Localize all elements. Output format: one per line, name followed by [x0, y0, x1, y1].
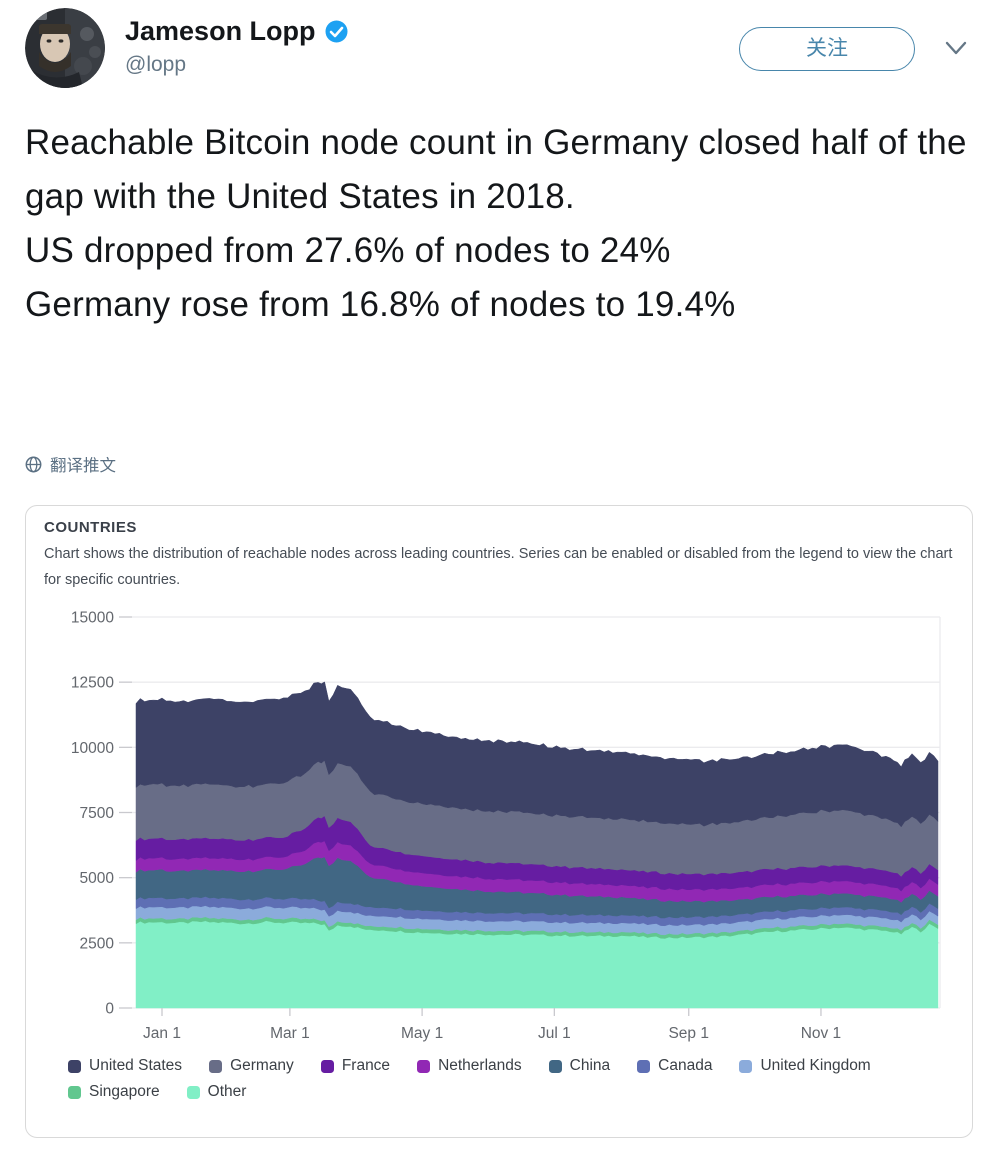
legend-swatch: [209, 1059, 223, 1073]
chevron-down-icon[interactable]: [945, 41, 967, 61]
stacked-area-chart: 0 2500 5000 7500 10000 12500 15000 Jan 1 Mar 1 Ma…: [71, 610, 941, 1042]
x-tick-label: Nov 1: [801, 1025, 842, 1042]
legend-item-singapore[interactable]: Singapore: [68, 1083, 160, 1101]
legend-swatch: [186, 1085, 200, 1099]
legend-swatch: [320, 1059, 334, 1073]
y-tick-label: 10000: [71, 740, 114, 757]
legend-item-france[interactable]: France: [320, 1057, 391, 1075]
legend-label: Canada: [658, 1057, 713, 1074]
y-tick-label: 2500: [80, 935, 115, 952]
legend-label: United States: [89, 1057, 183, 1074]
legend-item-united-kingdom[interactable]: United Kingdom: [739, 1057, 871, 1075]
handle[interactable]: @lopp: [125, 53, 187, 76]
name-block: Jameson Lopp @lopp: [125, 16, 349, 77]
translate-tweet-link[interactable]: 翻译推文: [25, 452, 116, 476]
x-tick-label: Jul 1: [538, 1025, 571, 1042]
legend-swatch: [739, 1059, 753, 1073]
y-tick-label: 5000: [80, 870, 115, 887]
chart-title: COUNTRIES: [44, 519, 137, 536]
y-tick-label: 15000: [71, 610, 114, 627]
avatar[interactable]: [25, 8, 105, 88]
legend-label: Singapore: [89, 1083, 160, 1100]
tweet-header: Jameson Lopp @lopp 关注: [25, 8, 975, 100]
legend-item-netherlands[interactable]: Netherlands: [417, 1057, 522, 1075]
chart-description: Chart shows the distribution of reachabl…: [44, 546, 953, 588]
legend-label: China: [569, 1057, 611, 1074]
legend-item-germany[interactable]: Germany: [209, 1057, 294, 1075]
legend-label: France: [341, 1057, 391, 1074]
tweet-text: Reachable Bitcoin node count in Germany …: [25, 123, 967, 324]
area-united-states: [135, 681, 939, 828]
legend-swatch: [417, 1059, 431, 1073]
legend-swatch: [68, 1059, 81, 1073]
legend-item-canada[interactable]: Canada: [637, 1057, 712, 1075]
legend-label: Netherlands: [438, 1057, 522, 1074]
y-tick-label: 0: [105, 1001, 114, 1018]
chart-card: COUNTRIES Chart shows the distribution o…: [25, 505, 973, 1138]
legend-item-united-states[interactable]: United States: [68, 1057, 182, 1075]
x-tick-label: Mar 1: [270, 1025, 310, 1042]
verified-icon: [325, 20, 348, 43]
legend-label: Germany: [230, 1057, 294, 1074]
legend-label: Other: [207, 1083, 247, 1100]
legend-item-other[interactable]: Other: [186, 1083, 247, 1101]
avatar-image: [25, 8, 105, 88]
y-tick-label: 12500: [71, 675, 114, 692]
x-tick-label: May 1: [401, 1025, 443, 1042]
legend-swatch: [548, 1059, 562, 1073]
follow-button[interactable]: 关注: [739, 27, 915, 71]
translate-label: 翻译推文: [50, 457, 116, 475]
legend-label: United Kingdom: [760, 1057, 871, 1074]
globe-icon: [25, 456, 42, 472]
x-tick-label: Sep 1: [668, 1025, 709, 1042]
y-tick-label: 7500: [80, 805, 115, 822]
legend-swatch: [68, 1085, 81, 1099]
display-name[interactable]: Jameson Lopp: [125, 16, 316, 46]
legend-item-china[interactable]: China: [548, 1057, 611, 1075]
legend-swatch: [637, 1059, 651, 1073]
x-tick-label: Jan 1: [143, 1025, 181, 1042]
chart-legend: United States Germany France Netherlands Chi…: [44, 1057, 968, 1101]
